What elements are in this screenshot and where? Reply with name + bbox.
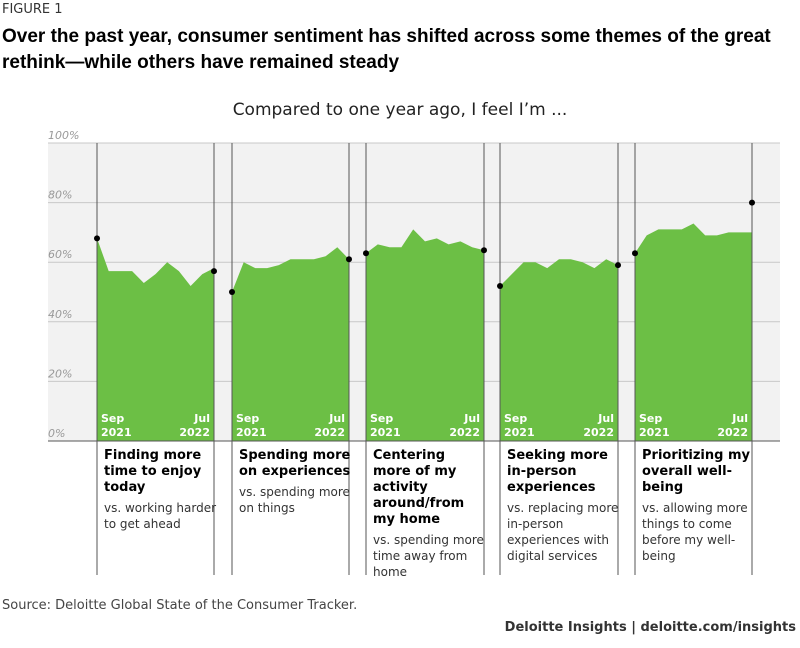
x-label-year: 2022 [583, 426, 614, 439]
panel-title: Seeking more in-person experiences [507, 448, 608, 495]
end-dot [229, 289, 235, 295]
x-label-month: Sep [639, 412, 662, 425]
panel-subtitle: vs. spending more on things [239, 485, 350, 515]
x-label-month: Sep [101, 412, 124, 425]
figure-label: FIGURE 1 [2, 2, 63, 17]
chart-title: Compared to one year ago, I feel I’m ... [232, 100, 568, 120]
end-dot [615, 262, 621, 269]
x-label-month: Jul [328, 412, 345, 425]
x-label-month: Jul [597, 412, 614, 425]
area [97, 238, 214, 441]
area [635, 223, 752, 441]
area [500, 259, 618, 441]
x-label-month: Sep [504, 412, 527, 425]
panel-label: Seeking more in-person experiences vs. re… [507, 448, 619, 564]
panel-title: Centering more of my activity around/fro… [373, 448, 465, 527]
y-tick-label: 20% [48, 367, 72, 380]
area [366, 229, 484, 441]
panel-title: Finding more time to enjoy today [104, 448, 202, 495]
x-label-year: 2021 [504, 426, 535, 439]
x-label-month: Jul [731, 412, 748, 425]
credit: Deloitte Insights | deloitte.com/insight… [504, 620, 796, 635]
panel-label: Centering more of my activity around/fro… [373, 448, 485, 580]
x-label-year: 2022 [314, 426, 345, 439]
x-label-year: 2021 [236, 426, 267, 439]
end-dot [749, 199, 755, 206]
x-label-year: 2022 [449, 426, 480, 439]
y-tick-label: 100% [48, 129, 79, 142]
end-dot [632, 250, 638, 257]
end-dot [497, 283, 503, 290]
y-tick-label: 80% [48, 189, 72, 202]
panel-title: Prioritizing my overall well-being [642, 448, 750, 495]
y-tick-label: 40% [48, 308, 72, 321]
panel-subtitle: vs. allowing more things to come before … [642, 501, 748, 563]
panel-subtitle: vs. replacing more in-person experiences… [507, 501, 619, 563]
x-label-month: Sep [370, 412, 393, 425]
x-label-month: Sep [236, 412, 259, 425]
x-label-year: 2022 [179, 426, 210, 439]
end-dot [94, 235, 100, 242]
x-label-year: 2021 [370, 426, 401, 439]
panel-label: Prioritizing my overall well-being vs. al… [642, 448, 754, 564]
x-label-year: 2022 [717, 426, 748, 439]
area [232, 247, 349, 441]
panel-title: Spending more on experiences [239, 448, 351, 479]
headline: Over the past year, consumer sentiment h… [2, 26, 771, 73]
panel-label: Spending more on experiences vs. spending… [239, 448, 351, 516]
panel-subtitle: vs. working harder to get ahead [104, 501, 217, 531]
x-label-month: Jul [193, 412, 210, 425]
x-label-year: 2021 [101, 426, 132, 439]
panel-label: Finding more time to enjoy today vs. work… [104, 448, 216, 532]
y-tick-label: 0% [48, 427, 65, 440]
end-dot [363, 250, 369, 257]
y-tick-label: 60% [48, 248, 72, 261]
source: Source: Deloitte Global State of the Con… [2, 598, 358, 613]
end-dot [211, 268, 217, 275]
x-label-year: 2021 [639, 426, 670, 439]
panel-subtitle: vs. spending more time away from home [373, 533, 484, 579]
x-label-month: Jul [463, 412, 480, 425]
end-dot [346, 256, 352, 263]
end-dot [481, 247, 487, 254]
